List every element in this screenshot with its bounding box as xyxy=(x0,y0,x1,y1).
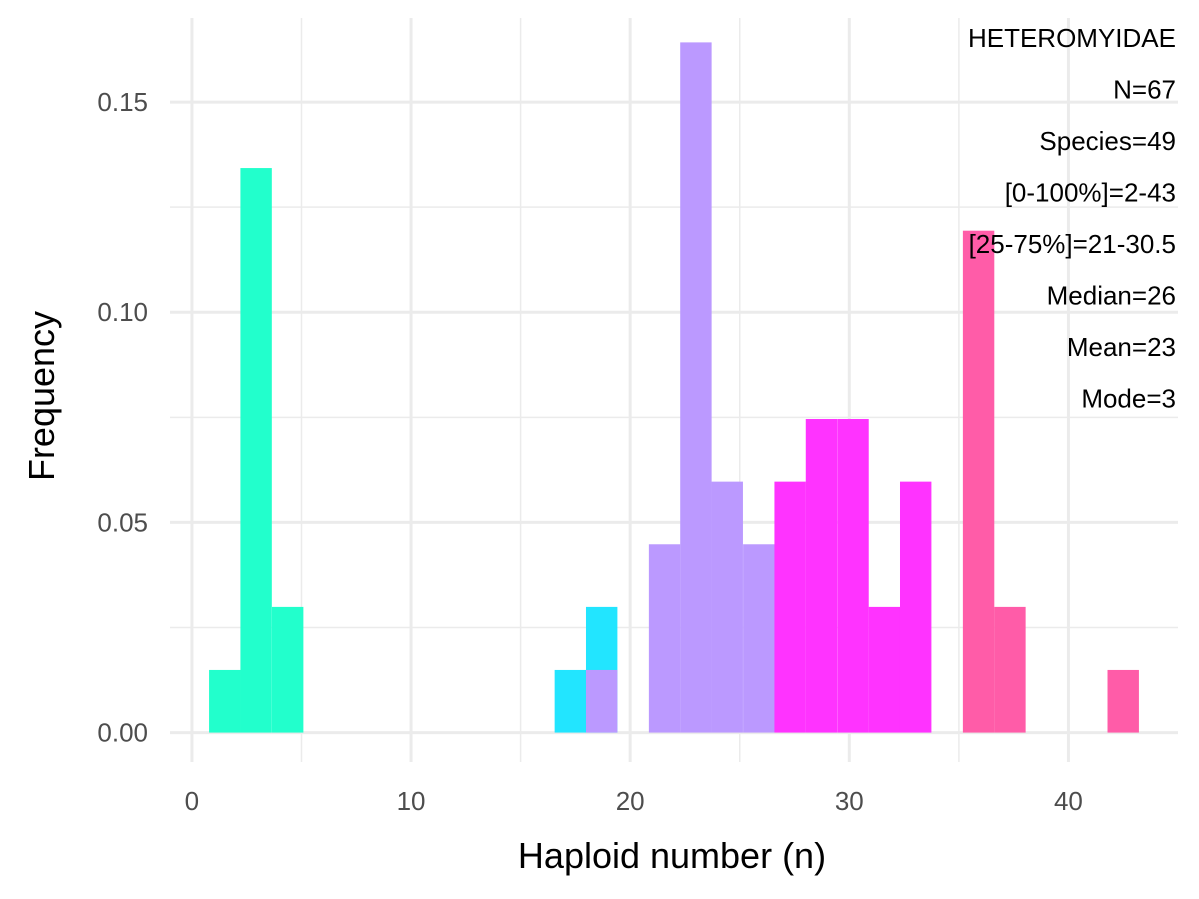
annotation-line: Median=26 xyxy=(1047,281,1176,311)
histogram-bar xyxy=(899,481,932,733)
histogram-bar xyxy=(209,669,241,733)
annotation-line: N=67 xyxy=(1113,75,1176,105)
histogram-bar xyxy=(271,606,304,733)
histogram-bar xyxy=(1107,669,1139,733)
y-tick-label: 0.15 xyxy=(97,87,148,117)
x-axis-title: Haploid number (n) xyxy=(518,835,826,876)
histogram-bar xyxy=(962,230,995,733)
x-tick-label: 30 xyxy=(835,786,864,816)
y-tick-label: 0.00 xyxy=(97,718,148,748)
annotation-line: Mean=23 xyxy=(1067,332,1176,362)
y-axis-ticks: 0.00 0.05 0.10 0.15 xyxy=(97,87,148,748)
histogram-bar xyxy=(837,419,869,733)
x-tick-label: 0 xyxy=(185,786,199,816)
histogram-bar xyxy=(994,606,1026,733)
x-tick-label: 10 xyxy=(397,786,426,816)
annotation-line: [25-75%]=21-30.5 xyxy=(969,229,1176,259)
histogram-bar xyxy=(711,481,743,733)
annotation-block: HETEROMYIDAE N=67 Species=49 [0-100%]=2-43 [… xyxy=(968,23,1176,414)
y-tick-label: 0.05 xyxy=(97,507,148,537)
annotation-line: [0-100%]=2-43 xyxy=(1005,178,1176,208)
annotation-line: HETEROMYIDAE xyxy=(968,23,1176,53)
histogram-bar xyxy=(585,669,618,733)
histogram-bar xyxy=(680,42,712,733)
histogram-bar xyxy=(868,606,901,733)
histogram-bar xyxy=(648,544,681,733)
annotation-line: Mode=3 xyxy=(1081,384,1176,414)
y-tick-label: 0.10 xyxy=(97,297,148,327)
x-tick-label: 40 xyxy=(1054,786,1083,816)
x-tick-label: 20 xyxy=(616,786,645,816)
histogram-bar xyxy=(240,168,272,733)
histogram-bar xyxy=(774,481,806,733)
histogram-bar xyxy=(554,669,587,733)
annotation-line: Species=49 xyxy=(1039,126,1176,156)
y-axis-title: Frequency xyxy=(21,311,62,481)
x-axis-ticks: 0 10 20 30 40 xyxy=(185,786,1083,816)
histogram-bar xyxy=(743,544,775,733)
bars xyxy=(209,42,1139,733)
histogram-bar xyxy=(805,419,838,733)
